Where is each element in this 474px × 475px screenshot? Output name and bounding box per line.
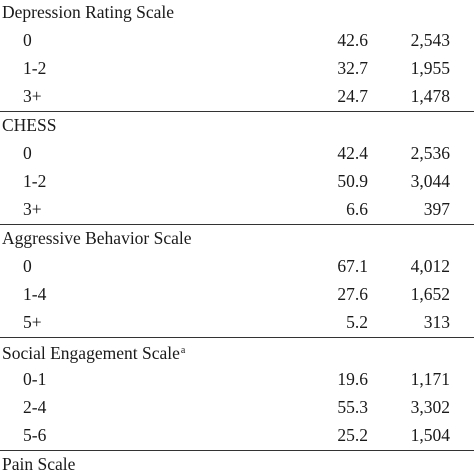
table-row: 3+ 6.6 397	[0, 198, 474, 220]
row-count: 3,302	[410, 397, 450, 417]
row-label: 0-1	[23, 369, 47, 389]
section-divider	[0, 450, 474, 451]
row-label: 0	[23, 143, 32, 163]
row-count: 1,652	[410, 284, 450, 304]
row-percent: 42.4	[337, 143, 368, 163]
row-label: 5+	[23, 312, 42, 332]
row-label: 0	[23, 30, 32, 50]
table-row: 2-4 55.3 3,302	[0, 396, 474, 418]
section-divider	[0, 111, 474, 112]
row-label: 1-2	[23, 58, 47, 78]
row-count: 4,012	[410, 256, 450, 276]
section-divider	[0, 337, 474, 338]
row-count: 1,955	[410, 58, 450, 78]
table-row: 1-2 32.7 1,955	[0, 57, 474, 79]
table-row: 0-1 19.6 1,171	[0, 368, 474, 390]
table-row: 5-6 25.2 1,504	[0, 424, 474, 446]
row-count: 2,543	[410, 30, 450, 50]
row-label: 3+	[23, 199, 42, 219]
row-count: 397	[423, 199, 450, 219]
row-count: 3,044	[410, 171, 450, 191]
row-percent: 5.2	[346, 312, 368, 332]
row-count: 1,478	[410, 86, 450, 106]
row-percent: 25.2	[337, 425, 368, 445]
row-percent: 67.1	[337, 256, 368, 276]
row-label: 2-4	[23, 397, 47, 417]
table-row: 0 42.4 2,536	[0, 142, 474, 164]
row-label: 5-6	[23, 425, 47, 445]
row-label: 1-4	[23, 284, 47, 304]
section-heading-depression: Depression Rating Scale	[2, 2, 175, 22]
table-row: 3+ 24.7 1,478	[0, 85, 474, 107]
section-heading-aggressive: Aggressive Behavior Scale	[2, 228, 192, 248]
table-row: 0 67.1 4,012	[0, 255, 474, 277]
row-label: 0	[23, 256, 32, 276]
row-percent: 42.6	[337, 30, 368, 50]
footnote-marker: a	[180, 345, 186, 356]
row-label: 1-2	[23, 171, 47, 191]
row-count: 1,171	[410, 369, 450, 389]
section-heading-pain: Pain Scale	[2, 454, 76, 474]
row-percent: 27.6	[337, 284, 368, 304]
row-label: 3+	[23, 86, 42, 106]
table-row: 0 42.6 2,543	[0, 29, 474, 51]
section-divider	[0, 224, 474, 225]
section-heading-chess: CHESS	[2, 115, 57, 135]
table-row: 1-2 50.9 3,044	[0, 170, 474, 192]
table-row: 5+ 5.2 313	[0, 311, 474, 333]
row-percent: 50.9	[337, 171, 368, 191]
row-count: 2,536	[410, 143, 450, 163]
row-percent: 24.7	[337, 86, 368, 106]
row-percent: 6.6	[346, 199, 368, 219]
row-percent: 32.7	[337, 58, 368, 78]
row-count: 1,504	[410, 425, 450, 445]
row-count: 313	[423, 312, 450, 332]
table-row: 1-4 27.6 1,652	[0, 283, 474, 305]
section-heading-social: Social Engagement Scalea	[2, 343, 186, 363]
row-percent: 19.6	[337, 369, 368, 389]
row-percent: 55.3	[337, 397, 368, 417]
